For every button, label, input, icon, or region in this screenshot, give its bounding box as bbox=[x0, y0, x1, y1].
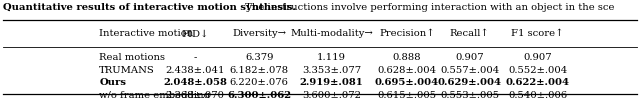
Text: Diversity→: Diversity→ bbox=[232, 29, 286, 38]
Text: Interactive motion: Interactive motion bbox=[99, 29, 193, 38]
Text: 3.353±.077: 3.353±.077 bbox=[302, 66, 361, 75]
Text: 0.552±.004: 0.552±.004 bbox=[508, 66, 567, 75]
Text: 0.907: 0.907 bbox=[456, 53, 484, 62]
Text: 0.557±.004: 0.557±.004 bbox=[440, 66, 499, 75]
Text: Real motions: Real motions bbox=[99, 53, 165, 62]
Text: TRUMANS: TRUMANS bbox=[99, 66, 155, 75]
Text: F1 score↑: F1 score↑ bbox=[511, 29, 564, 38]
Text: 0.628±.004: 0.628±.004 bbox=[378, 66, 436, 75]
Text: 6.379: 6.379 bbox=[245, 53, 273, 62]
Text: 0.540±.006: 0.540±.006 bbox=[508, 91, 567, 98]
Text: 6.182±.078: 6.182±.078 bbox=[230, 66, 289, 75]
Text: 0.888: 0.888 bbox=[393, 53, 421, 62]
Text: 2.919±.081: 2.919±.081 bbox=[300, 78, 364, 87]
Text: The instructions involve performing interaction with an object in the sce: The instructions involve performing inte… bbox=[242, 3, 614, 12]
Text: 3.600±.072: 3.600±.072 bbox=[302, 91, 361, 98]
Text: Ours: Ours bbox=[99, 78, 126, 87]
Text: 2.438±.041: 2.438±.041 bbox=[166, 66, 225, 75]
Text: Multi-modality→: Multi-modality→ bbox=[290, 29, 373, 38]
Text: 0.615±.005: 0.615±.005 bbox=[378, 91, 436, 98]
Text: Precision↑: Precision↑ bbox=[380, 29, 435, 38]
Text: 6.300±.062: 6.300±.062 bbox=[227, 91, 291, 98]
Text: 0.629±.004: 0.629±.004 bbox=[438, 78, 502, 87]
Text: 0.553±.005: 0.553±.005 bbox=[440, 91, 499, 98]
Text: 2.368±.070: 2.368±.070 bbox=[166, 91, 225, 98]
Text: w/o frame embedding: w/o frame embedding bbox=[99, 91, 210, 98]
Text: 2.048±.058: 2.048±.058 bbox=[163, 78, 227, 87]
Text: Quantitative results of interactive motion synthesis.: Quantitative results of interactive moti… bbox=[3, 3, 296, 12]
Text: 0.622±.004: 0.622±.004 bbox=[506, 78, 570, 87]
Text: 6.220±.076: 6.220±.076 bbox=[230, 78, 289, 87]
Text: 0.695±.004: 0.695±.004 bbox=[375, 78, 439, 87]
Text: Recall↑: Recall↑ bbox=[450, 29, 490, 38]
Text: -: - bbox=[193, 53, 197, 62]
Text: FID↓: FID↓ bbox=[182, 29, 209, 38]
Text: 1.119: 1.119 bbox=[317, 53, 346, 62]
Text: 0.907: 0.907 bbox=[524, 53, 552, 62]
